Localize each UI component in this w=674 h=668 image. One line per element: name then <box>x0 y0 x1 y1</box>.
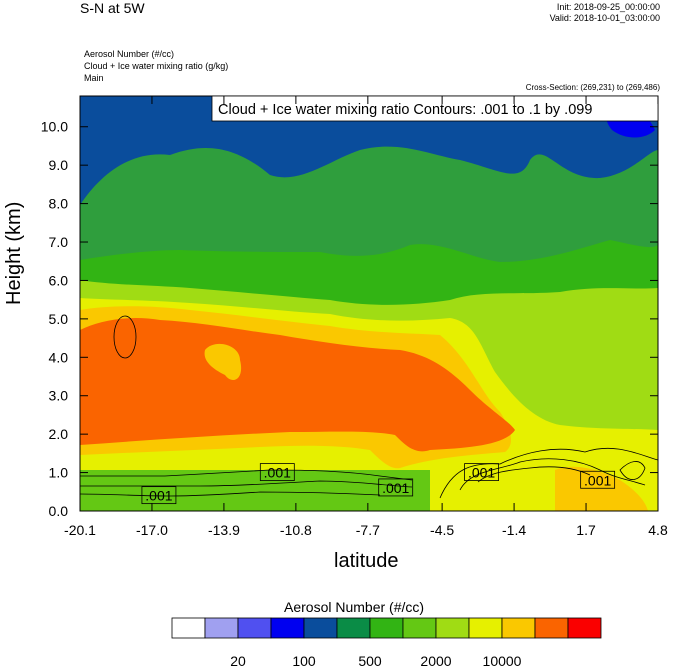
colorbar-label: 20 <box>230 653 246 668</box>
y-tick-label: 2.0 <box>49 426 69 442</box>
colorbar-swatch <box>204 617 239 639</box>
contour-label-box <box>259 463 295 481</box>
contour-label-box <box>464 463 499 481</box>
x-axis-label: latitude <box>334 550 399 572</box>
init-time: Init: 2018-09-25_00:00:00 <box>556 2 660 12</box>
y-tick-label: 8.0 <box>49 196 69 212</box>
cross-section-label: Cross-Section: (269,231) to (269,486) <box>525 83 660 92</box>
y-tick-label: 9.0 <box>49 157 69 173</box>
colorbar-swatch <box>336 617 371 639</box>
colorbar-swatch <box>270 617 305 639</box>
colorbar: 20 100 500 2000 10000 <box>171 617 602 668</box>
colorbar-label: 500 <box>358 653 382 668</box>
colorbar-swatch <box>468 617 503 639</box>
y-tick-label: 10.0 <box>41 119 68 135</box>
valid-time: Valid: 2018-10-01_03:00:00 <box>549 13 660 23</box>
contour-lines <box>79 315 659 499</box>
field-region-near-surface <box>80 470 430 511</box>
field-label-cloud: Cloud + Ice water mixing ratio (g/kg) <box>84 61 229 71</box>
colorbar-swatch <box>369 617 404 639</box>
contour-label-box <box>141 486 177 505</box>
contour-legend-text: Cloud + Ice water mixing ratio Contours:… <box>218 102 592 118</box>
colorbar-swatch <box>171 617 206 639</box>
x-tick-label: -20.1 <box>64 522 96 538</box>
y-tick-label: 3.0 <box>49 388 69 404</box>
x-tick-label: -17.0 <box>136 522 168 538</box>
field-region-orange <box>80 318 515 452</box>
contour-label: .001 <box>145 488 172 504</box>
y-tick-label: 1.0 <box>49 465 69 481</box>
colorbar-title: Aerosol Number (#/cc) <box>284 599 425 615</box>
contour-label-box <box>580 470 616 489</box>
filled-field <box>80 96 658 511</box>
y-tick-label: 7.0 <box>49 234 69 250</box>
y-tick-label: 6.0 <box>49 272 69 288</box>
x-tick-label: -7.7 <box>356 522 380 538</box>
contour-label: .001 <box>468 465 495 481</box>
x-tick-label: 1.7 <box>576 522 596 538</box>
plot-title: S-N at 5W <box>80 0 145 16</box>
colorbar-label: 100 <box>292 653 316 668</box>
contour-label: .001 <box>382 480 409 496</box>
contour-label-box <box>378 478 414 497</box>
colorbar-swatch <box>237 617 272 639</box>
x-tick-label: -13.9 <box>208 522 240 538</box>
x-tick-label: -4.5 <box>430 522 454 538</box>
x-tick-label: -1.4 <box>502 522 526 538</box>
y-tick-label: 0.0 <box>49 503 69 519</box>
x-axis: -20.1 -17.0 -13.9 -10.8 -7.7 -4.5 -1.4 1.7 4.8 <box>64 96 668 538</box>
field-label-aerosol: Aerosol Number (#/cc) <box>84 49 175 59</box>
contour-label: .001 <box>264 465 291 481</box>
colorbar-swatch <box>402 617 437 639</box>
x-tick-label: 4.8 <box>648 522 668 538</box>
colorbar-label: 10000 <box>483 653 522 668</box>
colorbar-swatch <box>567 617 602 639</box>
colorbar-swatch <box>435 617 470 639</box>
y-tick-label: 4.0 <box>49 349 69 365</box>
y-tick-label: 5.0 <box>49 311 69 327</box>
x-tick-label: -10.8 <box>280 522 312 538</box>
field-region-gold-surface <box>555 466 648 511</box>
colorbar-swatch <box>534 617 569 639</box>
colorbar-label: 2000 <box>420 653 451 668</box>
colorbar-swatch <box>303 617 338 639</box>
colorbar-swatch <box>501 617 536 639</box>
field-region-orange-hole <box>204 343 242 380</box>
field-label-main: Main <box>84 73 104 83</box>
y-axis-label: Height (km) <box>3 201 25 305</box>
y-axis: 0.0 1.0 2.0 3.0 4.0 5.0 6.0 7.0 8.0 9.0 10.0 <box>41 119 658 519</box>
contour-legend-box <box>211 95 659 122</box>
contour-label: .001 <box>584 472 611 488</box>
